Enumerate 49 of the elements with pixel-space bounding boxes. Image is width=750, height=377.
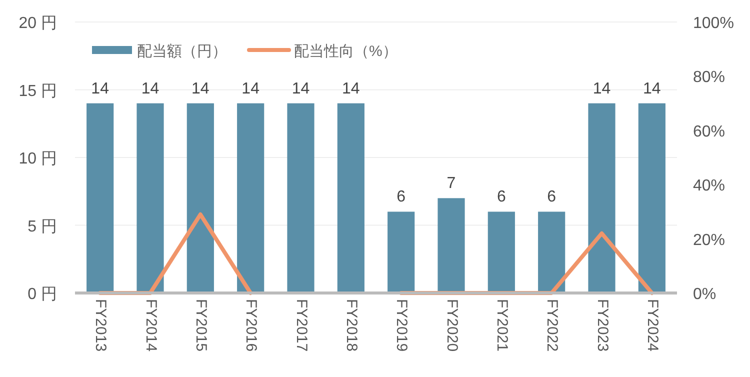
y-tick-label: 0 円 bbox=[28, 286, 57, 303]
data-label: 14 bbox=[643, 80, 661, 98]
y-tick-label: 20 円 bbox=[18, 15, 57, 32]
bar bbox=[588, 103, 616, 293]
data-label: 14 bbox=[141, 80, 160, 98]
x-tick-label: FY2016 bbox=[242, 299, 260, 352]
x-tick-label: FY2013 bbox=[92, 299, 110, 352]
bar bbox=[638, 103, 666, 293]
x-tick-label: FY2014 bbox=[142, 299, 160, 352]
bar bbox=[438, 198, 465, 293]
y-tick-label: 5 円 bbox=[28, 218, 57, 236]
x-tick-label: FY2022 bbox=[544, 299, 561, 352]
y-tick-label: 10 円 bbox=[18, 150, 57, 168]
data-label: 14 bbox=[242, 80, 260, 98]
x-tick-label: FY2015 bbox=[192, 299, 210, 352]
x-tick-label: FY2018 bbox=[342, 299, 360, 352]
data-label: 14 bbox=[192, 80, 210, 98]
x-tick-label: FY2019 bbox=[393, 299, 410, 352]
legend-label: 配当額（円） bbox=[137, 43, 227, 60]
x-tick-label: FY2020 bbox=[443, 299, 460, 352]
y2-tick-label: 60% bbox=[693, 123, 726, 140]
x-tick-label: FY2021 bbox=[493, 299, 510, 352]
x-tick-label: FY2017 bbox=[292, 299, 310, 352]
bar bbox=[136, 103, 164, 293]
bar bbox=[186, 103, 214, 293]
data-label: 14 bbox=[342, 80, 360, 98]
y2-tick-label: 100% bbox=[693, 15, 734, 32]
bar bbox=[388, 212, 415, 293]
y2-tick-label: 40% bbox=[693, 178, 726, 195]
data-label: 14 bbox=[592, 80, 611, 98]
data-label: 14 bbox=[292, 80, 310, 98]
y2-tick-label: 80% bbox=[693, 69, 726, 86]
data-label: 6 bbox=[496, 188, 506, 206]
bar bbox=[86, 103, 114, 293]
x-tick-label: FY2023 bbox=[594, 299, 611, 352]
legend-label: 配当性向（%） bbox=[294, 43, 398, 60]
y-tick-label: 15 円 bbox=[18, 82, 57, 100]
bar bbox=[538, 212, 566, 293]
bar bbox=[237, 103, 264, 293]
data-label: 7 bbox=[446, 175, 456, 192]
data-label: 6 bbox=[396, 188, 406, 206]
bar bbox=[337, 103, 364, 293]
y2-tick-label: 0% bbox=[693, 286, 716, 303]
bar bbox=[287, 103, 314, 293]
bar bbox=[488, 212, 515, 293]
x-tick-label: FY2024 bbox=[644, 299, 661, 352]
y2-tick-label: 20% bbox=[693, 232, 726, 249]
data-label: 6 bbox=[547, 188, 556, 206]
data-label: 14 bbox=[91, 80, 110, 98]
